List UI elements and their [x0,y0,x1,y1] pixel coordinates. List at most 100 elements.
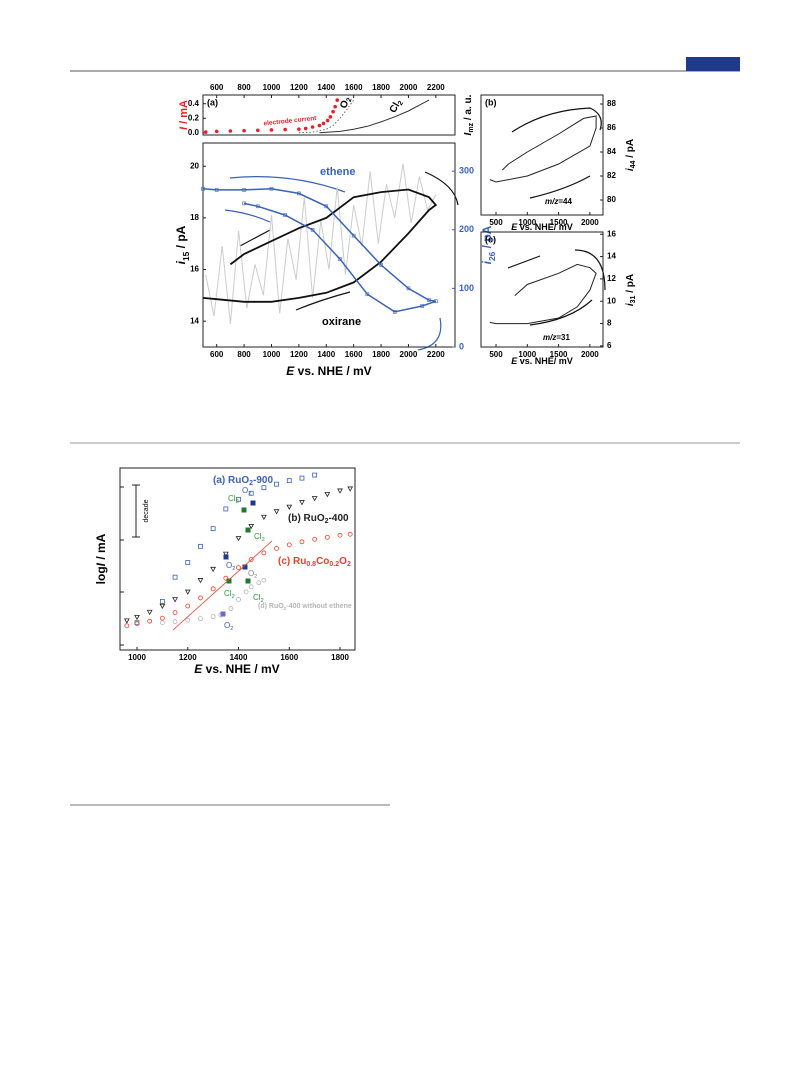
text-part: m/z [543,333,556,342]
onset-marker [245,578,251,584]
point [210,586,216,592]
x-tick-label: 1800 [372,83,390,92]
point [420,304,424,308]
point [185,603,191,609]
x-axis-title: E vs. NHE / mV [194,662,279,676]
text-part: E [511,356,518,366]
point [299,500,305,506]
onset-marker [223,554,229,560]
plot-frame [480,231,604,348]
point [365,292,370,297]
arrow [239,229,271,247]
y-axis-title: i44 / pA [625,139,638,171]
point [146,609,153,616]
x-tick-label: 1400 [317,350,335,359]
text-part: Co [316,556,329,567]
point [172,574,178,580]
point [184,589,191,595]
x-tick-label: 1600 [280,653,298,662]
point [427,298,431,302]
text-part: 2 [230,626,233,632]
point [324,204,329,209]
text-part: / pA [625,139,636,161]
y-tick-label: 0.2 [188,113,200,122]
x-tick-label: 800 [237,350,251,359]
arrow [229,176,346,193]
y-tick-label: 10 [607,296,616,305]
x-tick-label: 500 [489,350,503,359]
point [172,619,178,625]
text-part: i [625,168,636,171]
text-part: 2 [262,537,265,543]
x-tick-label: 600 [210,350,224,359]
text-part: 31 [630,295,637,303]
text-part: / mA [94,533,108,563]
x-tick-label: 2000 [400,350,418,359]
x-tick-label: 2000 [581,218,599,227]
point [317,123,322,128]
series-label: (b) RuO2-400 [288,513,349,526]
onset-marker [250,500,256,506]
x-tick-label: 1400 [317,83,335,92]
y2-axis-title: i26 / pA [480,225,497,264]
point [299,539,305,545]
point [222,551,229,557]
text-part: O [338,99,351,110]
text-part: E [286,364,295,378]
text-part: i [480,260,494,264]
point [303,126,308,131]
point [159,615,165,621]
point [236,496,241,502]
point [347,486,354,492]
text-part: mz [468,122,475,132]
point [255,204,260,209]
arrow [529,299,593,326]
point [185,617,191,623]
y-tick-label: 88 [607,99,616,108]
onset-marker [241,507,247,513]
point [214,129,219,134]
point [248,584,254,590]
point [328,115,333,119]
x-axis-title: E vs. NHE / mV [286,364,371,378]
point [203,130,208,134]
series-line [202,187,437,313]
text-part: E [511,222,518,232]
text-part: vs. NHE / mV [202,662,279,676]
point [324,534,330,540]
point [379,263,383,267]
point [243,589,249,595]
y-tick-label: 14 [190,316,199,325]
text-part: O [224,621,230,630]
point [223,506,229,512]
point [406,286,411,291]
point [297,127,301,131]
series-line [298,99,355,134]
series-label: (c) Ru0.8Co0.2O2 [278,556,351,569]
text-part: 2 [346,97,354,103]
annotation: Cl2 [254,532,265,543]
point [338,257,342,261]
series-line [319,99,430,134]
text-part: E [194,662,203,676]
point [124,623,130,629]
blue-arrows [224,176,442,351]
point [261,485,267,491]
x-tick-label: 1200 [179,653,197,662]
x-tick-label: 1200 [290,83,308,92]
arrows [239,107,606,326]
point [185,560,191,565]
text-part: / mA [178,100,190,127]
arrow [529,175,591,199]
decade-label: decade [143,499,150,522]
y2-tick-label: 100 [459,283,474,293]
decade-bar [132,484,140,538]
point [197,578,204,584]
point [310,125,315,129]
annotation: Cl2 [387,97,405,115]
point [201,186,205,191]
series-label: electrode current [263,115,317,128]
annotation: ethene [320,166,355,178]
y-axis-title: I / mA [178,100,190,130]
point [324,492,331,498]
